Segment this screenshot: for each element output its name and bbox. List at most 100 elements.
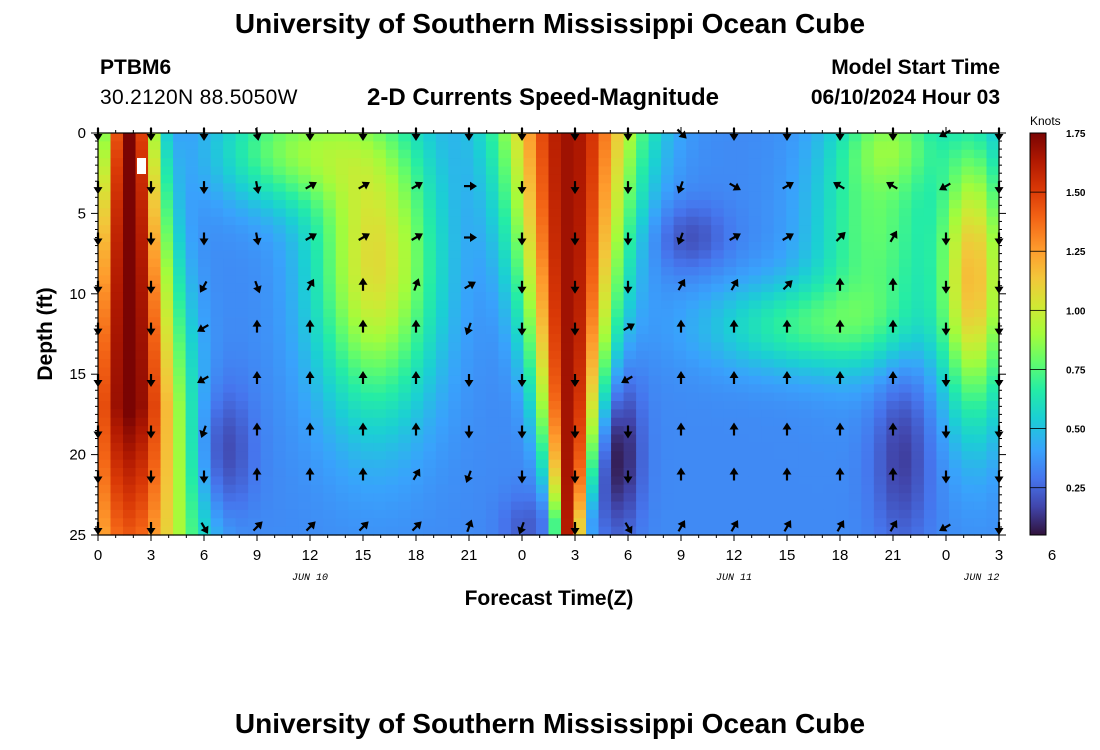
- arrow-head: [939, 523, 948, 532]
- heatmap-cell: [198, 375, 212, 385]
- heatmap-cell: [185, 158, 199, 168]
- heatmap-cell: [836, 342, 850, 352]
- heatmap-cell: [123, 200, 137, 209]
- heatmap-cell: [123, 342, 137, 352]
- heatmap-cell: [485, 501, 500, 511]
- heatmap-cell: [235, 283, 249, 293]
- arrow-head: [729, 134, 739, 141]
- heatmap-cell: [323, 300, 337, 310]
- heatmap-cell: [248, 375, 262, 385]
- heatmap-cell: [285, 442, 299, 452]
- heatmap-cell: [460, 493, 475, 503]
- heatmap-cell: [586, 518, 600, 528]
- heatmap-cell: [435, 200, 449, 209]
- arrow-head: [305, 467, 315, 475]
- x-tick-label: 9: [677, 547, 685, 564]
- heatmap-cell: [598, 426, 612, 436]
- heatmap-cell: [285, 267, 299, 276]
- heatmap-cell: [323, 392, 337, 402]
- heatmap-cell: [698, 392, 712, 402]
- heatmap-cell: [185, 442, 199, 452]
- heatmap-cell: [786, 166, 800, 176]
- heatmap-cell: [435, 141, 449, 151]
- heatmap-cell: [586, 325, 600, 335]
- heatmap-cell: [648, 325, 662, 335]
- heatmap-cell: [348, 509, 362, 519]
- heatmap-cell: [548, 225, 562, 235]
- heatmap-cell: [373, 141, 387, 151]
- heatmap-cell: [310, 225, 324, 235]
- heatmap-cell: [873, 384, 887, 394]
- arrow-shaft: [679, 232, 684, 240]
- heatmap-cell: [535, 493, 550, 503]
- heatmap-cell: [498, 300, 512, 310]
- heatmap-cell: [423, 476, 437, 486]
- heatmap-cell: [848, 208, 862, 218]
- heatmap-cell: [648, 401, 662, 410]
- heatmap-cell: [836, 476, 850, 486]
- heatmap-cell: [661, 476, 675, 486]
- heatmap-cell: [623, 493, 637, 503]
- heatmap-cell: [548, 133, 562, 142]
- heatmap-cell: [485, 434, 500, 444]
- heatmap-cell: [973, 149, 988, 159]
- heatmap-cell: [761, 233, 775, 243]
- heatmap-cell: [385, 141, 399, 151]
- heatmap-cell: [823, 292, 837, 302]
- heatmap-cell: [711, 200, 725, 209]
- heatmap-cell: [811, 225, 825, 235]
- heatmap-cell: [698, 442, 712, 452]
- heatmap-cell: [510, 350, 525, 360]
- heatmap-cell: [485, 292, 500, 302]
- heatmap-cell: [385, 484, 399, 494]
- heatmap-cell: [823, 342, 837, 352]
- heatmap-cell: [898, 342, 912, 352]
- heatmap-cell: [260, 493, 274, 503]
- heatmap-cell: [773, 409, 787, 419]
- heatmap-cell: [98, 183, 112, 193]
- heatmap-cell: [611, 434, 625, 444]
- heatmap-cell: [848, 225, 862, 235]
- heatmap-cell: [473, 526, 487, 536]
- heatmap-cell: [736, 174, 750, 184]
- heatmap-cell: [961, 141, 975, 151]
- heatmap-cell: [148, 384, 162, 394]
- heatmap-cell: [973, 200, 988, 209]
- heatmap-cell: [911, 426, 925, 436]
- heatmap-cell: [260, 183, 274, 193]
- heatmap-cell: [648, 133, 662, 142]
- heatmap-cell: [823, 518, 837, 528]
- heatmap-cell: [761, 225, 775, 235]
- heatmap-cell: [248, 442, 262, 452]
- heatmap-cell: [173, 250, 187, 260]
- heatmap-cell: [385, 283, 399, 293]
- heatmap-cell: [711, 275, 725, 285]
- heatmap-cell: [648, 158, 662, 168]
- arrow-head: [570, 328, 580, 336]
- heatmap-cell: [961, 325, 975, 335]
- heatmap-cell: [986, 459, 1000, 469]
- heatmap-cell: [886, 300, 900, 310]
- heatmap-cell: [973, 417, 988, 427]
- heatmap-cell: [936, 459, 950, 469]
- heatmap-cell: [173, 350, 187, 360]
- heatmap-cell: [936, 509, 950, 519]
- heatmap-cell: [435, 258, 449, 268]
- heatmap-cell: [736, 518, 750, 528]
- heatmap-cell: [510, 149, 525, 159]
- heatmap-cell: [848, 459, 862, 469]
- heatmap-cell: [636, 241, 650, 251]
- heatmap-cell: [961, 133, 975, 142]
- heatmap-cell: [398, 166, 412, 176]
- heatmap-cell: [323, 283, 337, 293]
- heatmap-cell: [335, 392, 349, 402]
- heatmap-cell: [435, 384, 449, 394]
- heatmap-cell: [936, 342, 950, 352]
- heatmap-cell: [736, 258, 750, 268]
- heatmap-cell: [185, 375, 199, 385]
- heatmap-cell: [711, 526, 725, 536]
- heatmap-cell: [898, 300, 912, 310]
- heatmap-cell: [298, 317, 312, 327]
- heatmap-cell: [598, 317, 612, 327]
- heatmap-cell: [786, 409, 800, 419]
